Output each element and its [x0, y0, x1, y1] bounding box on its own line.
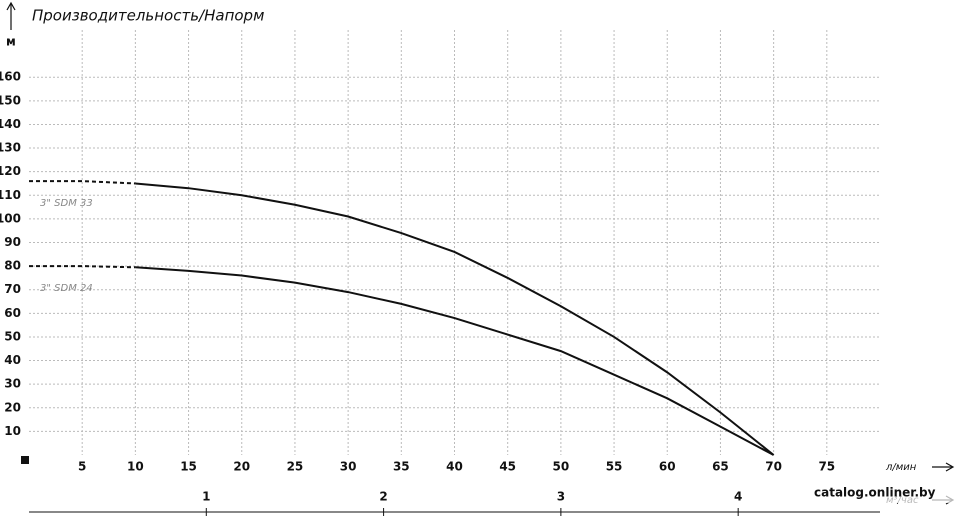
- x-tick-label: 70: [765, 460, 782, 474]
- x-tick-label: 55: [606, 460, 623, 474]
- series-line: [135, 182, 775, 456]
- x-tick-label: 10: [127, 460, 144, 474]
- x-tick-label: 35: [393, 460, 410, 474]
- y-tick-label: 130: [0, 141, 21, 155]
- y-tick-label: 150: [0, 93, 21, 107]
- chart-title: Производительность/Напорм: [32, 7, 264, 25]
- y-tick-label: 10: [4, 424, 21, 438]
- x-tick-label: 40: [446, 460, 463, 474]
- y-tick-label: 160: [0, 70, 21, 84]
- x-tick-label: 75: [818, 460, 835, 474]
- x-tick-label: 5: [78, 460, 86, 474]
- watermark: catalog.onliner.by: [814, 486, 936, 500]
- y-tick-label: 30: [4, 377, 21, 391]
- y-tick-label: 40: [4, 353, 21, 367]
- y-tick-label: 90: [4, 235, 21, 249]
- watermark-bg: [808, 483, 956, 503]
- y-tick-label: 20: [4, 400, 21, 414]
- x-tick-label: 65: [712, 460, 729, 474]
- y-tick-label: 70: [4, 282, 21, 296]
- y-tick-label: 110: [0, 188, 21, 202]
- x2-tick-label: 3: [557, 490, 565, 504]
- y-tick-label: 100: [0, 211, 21, 225]
- x2-tick-label: 2: [379, 490, 387, 504]
- series-line: [135, 266, 775, 456]
- x-tick-label: 20: [233, 460, 250, 474]
- y-tick-label: 50: [4, 329, 21, 343]
- origin-marker: [21, 456, 29, 464]
- arrows: [6, 1, 955, 505]
- y-tick-label: 60: [4, 306, 21, 320]
- y-tick-label: 80: [4, 259, 21, 273]
- x2-tick-label: 1: [202, 490, 210, 504]
- y-tick-label: 120: [0, 164, 21, 178]
- series-label: 3" SDM 33: [40, 198, 93, 209]
- x-tick-label: 15: [180, 460, 197, 474]
- y-tick-label: 140: [0, 117, 21, 131]
- y-axis-label: м: [6, 35, 16, 49]
- x-tick-label: 45: [499, 460, 516, 474]
- x-tick-label: 30: [340, 460, 357, 474]
- x-tick-label: 25: [287, 460, 304, 474]
- series-line-dashed: [29, 180, 136, 185]
- x-axis-label: л/мин: [885, 462, 917, 473]
- series-label: 3" SDM 24: [40, 283, 93, 294]
- x2-tick-label: 4: [734, 490, 742, 504]
- x-tick-label: 60: [659, 460, 676, 474]
- x-tick-label: 50: [553, 460, 570, 474]
- series-line-dashed: [29, 265, 136, 269]
